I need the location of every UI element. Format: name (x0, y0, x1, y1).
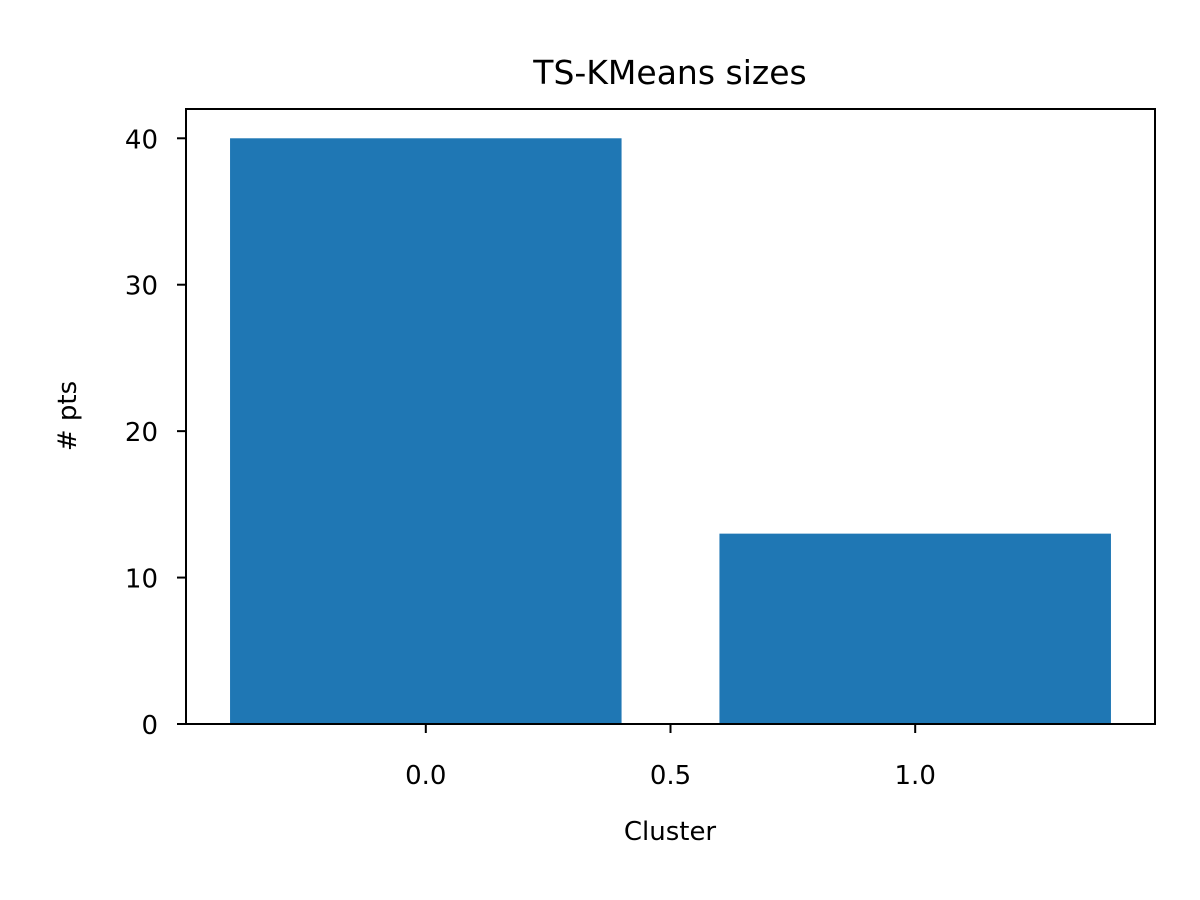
bars-group (230, 138, 1111, 725)
y-axis-label: # pts (53, 381, 83, 451)
x-tick-label: 0.0 (405, 761, 446, 791)
chart-title: TS-KMeans sizes (532, 53, 806, 92)
plot-frame (185, 108, 1156, 725)
x-tick-label: 1.0 (895, 761, 936, 791)
x-axis-ticks: 0.0 0.5 1.0 (405, 724, 936, 791)
y-axis-ticks: 0 10 20 30 40 (125, 125, 186, 741)
y-tick-label: 10 (125, 565, 158, 595)
y-tick-label: 30 (125, 272, 158, 302)
y-tick-label: 0 (141, 711, 158, 741)
y-tick-label: 40 (125, 125, 158, 155)
bar-cluster-0 (230, 138, 622, 725)
y-tick-label: 20 (125, 418, 158, 448)
x-tick-label: 0.5 (650, 761, 691, 791)
bar-cluster-1 (719, 533, 1111, 724)
x-axis-label: Cluster (624, 817, 717, 847)
